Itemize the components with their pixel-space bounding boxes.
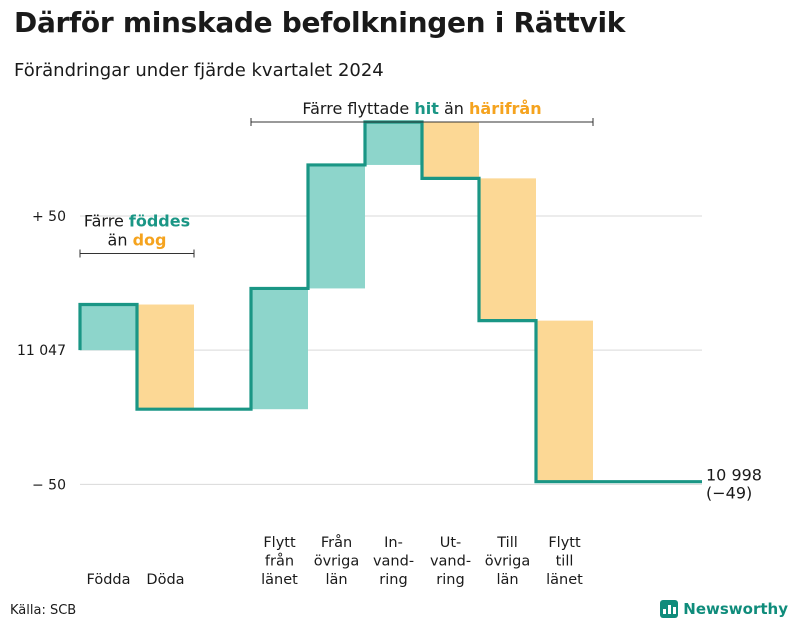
annotation-run: dog bbox=[133, 231, 167, 250]
chart-subtitle: Förändringar under fjärde kvartalet 2024 bbox=[14, 60, 384, 81]
annotation-run: hit bbox=[414, 99, 439, 118]
bar-chart-logo-icon bbox=[660, 600, 679, 618]
waterfall-bar bbox=[251, 288, 308, 410]
category-label: Från bbox=[321, 534, 352, 551]
category-label: ring bbox=[436, 572, 464, 588]
annotation-run: härifrån bbox=[469, 99, 542, 118]
category-label: vand- bbox=[373, 554, 414, 570]
annotation-run: föddes bbox=[129, 212, 190, 231]
category-label: län bbox=[325, 572, 347, 588]
waterfall-bar bbox=[479, 178, 536, 321]
category-label: övriga bbox=[314, 554, 360, 570]
category-label: In- bbox=[384, 535, 403, 551]
category-label: till bbox=[556, 554, 574, 570]
category-label: Födda bbox=[87, 572, 131, 588]
category-label: Flytt bbox=[548, 535, 581, 551]
annotation-run: Färre bbox=[84, 212, 129, 231]
category-label: länet bbox=[546, 572, 583, 588]
annotation-run: än bbox=[439, 99, 469, 118]
category-label: länet bbox=[261, 572, 298, 588]
category-label: Till bbox=[496, 535, 518, 551]
end-value-label: 10 998 bbox=[706, 466, 762, 485]
migration-annotation-text: Färre flyttade hit än härifrån bbox=[302, 99, 541, 118]
chart-title: Därför minskade befolkningen i Rättvik bbox=[14, 6, 626, 39]
category-label: Ut- bbox=[440, 535, 462, 551]
source-note: Källa: SCB bbox=[10, 603, 77, 618]
category-label: ring bbox=[379, 572, 407, 588]
births-annotation-text: Färre föddes bbox=[84, 212, 190, 231]
y-tick-label: 11 047 bbox=[17, 343, 66, 359]
brand-logo: Newsworthy bbox=[660, 600, 788, 618]
category-label: övriga bbox=[485, 554, 531, 570]
category-label: län bbox=[496, 572, 518, 588]
annotation-run: än bbox=[108, 231, 133, 250]
births-annotation-text: än dog bbox=[108, 231, 167, 250]
waterfall-bar bbox=[308, 164, 365, 289]
category-label: från bbox=[265, 553, 294, 570]
y-tick-label: + 50 bbox=[32, 209, 66, 225]
category-label: vand- bbox=[430, 554, 471, 570]
annotation-run: Färre flyttade bbox=[302, 99, 414, 118]
net-change-label: (−49) bbox=[706, 484, 752, 503]
cumulative-step-line bbox=[78, 120, 702, 484]
waterfall-bar bbox=[80, 304, 137, 351]
y-tick-label: − 50 bbox=[32, 477, 66, 493]
waterfall-bar bbox=[137, 304, 194, 410]
brand-name: Newsworthy bbox=[683, 600, 788, 618]
waterfall-bar bbox=[422, 122, 479, 179]
waterfall-bar bbox=[365, 122, 422, 165]
waterfall-bar bbox=[536, 320, 593, 482]
category-label: Flytt bbox=[263, 535, 296, 551]
category-label: Döda bbox=[146, 572, 184, 588]
